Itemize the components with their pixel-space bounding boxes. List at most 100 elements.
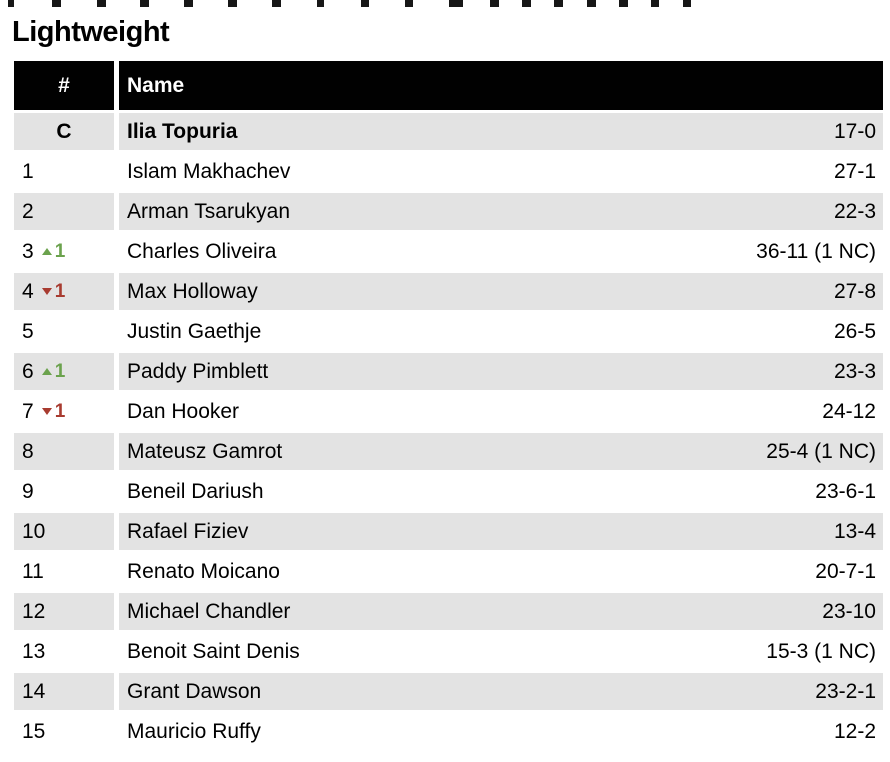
rank-number: 6: [22, 359, 34, 383]
fighter-name: Ilia Topuria: [127, 119, 238, 143]
rank-cell: 3 1: [14, 233, 114, 270]
fighter-record: 17-0: [833, 119, 876, 143]
fighter-record: 36-11 (1 NC): [756, 239, 876, 263]
rank-number: 8: [22, 439, 34, 463]
fighter-name: Renato Moicano: [127, 559, 280, 583]
fighter-record: 23-2-1: [815, 679, 876, 703]
clipped-text-fragment: [449, 0, 463, 7]
clipped-text-fragment: [522, 0, 531, 7]
clipped-text-fragment: [52, 0, 61, 7]
rank-cell: 9: [14, 473, 114, 510]
fighter-name: Grant Dawson: [127, 679, 262, 703]
clipped-text-fragment: [587, 0, 596, 7]
table-row: 3 1 Charles Oliveira 36-11 (1 NC): [14, 233, 883, 270]
rank-move-amount: 1: [54, 280, 66, 302]
rank-move-indicator: 1: [41, 280, 66, 303]
fighter-record: 27-1: [833, 159, 876, 183]
fighter-record: 15-3 (1 NC): [766, 639, 876, 663]
clipped-text-fragment: [683, 0, 691, 7]
fighter-record: 23-10: [822, 599, 876, 623]
rank-number: 14: [22, 679, 46, 703]
fighter-cell: Benoit Saint Denis 15-3 (1 NC): [119, 633, 883, 670]
table-row: 6 1 Paddy Pimblett 23-3: [14, 353, 883, 390]
rank-cell: 11: [14, 553, 114, 590]
rank-number: 9: [22, 479, 34, 503]
fighter-cell: Max Holloway 27-8: [119, 273, 883, 310]
fighter-cell: Renato Moicano 20-7-1: [119, 553, 883, 590]
rank-number: C: [56, 119, 72, 143]
rank-cell: 4 1: [14, 273, 114, 310]
rank-cell: 12: [14, 593, 114, 630]
rank-number: 7: [22, 399, 34, 423]
rank-cell: 15: [14, 713, 114, 750]
rank-cell: 1: [14, 153, 114, 190]
rank-number: 12: [22, 599, 46, 623]
rank-change-arrow-icon: [41, 368, 52, 375]
rankings-table: # Name C Ilia Topuria 17-0 1 Islam M: [14, 61, 883, 750]
fighter-cell: Grant Dawson 23-2-1: [119, 673, 883, 710]
clipped-content-above: [0, 0, 890, 8]
fighter-record: 12-2: [833, 719, 876, 743]
rank-move-amount: 1: [54, 240, 66, 262]
rank-cell: 10: [14, 513, 114, 550]
clipped-text-fragment: [361, 0, 369, 7]
table-row: 12 Michael Chandler 23-10: [14, 593, 883, 630]
division-title: Lightweight: [12, 16, 170, 48]
rank-number: 1: [22, 159, 34, 183]
clipped-text-fragment: [317, 0, 324, 7]
table-row: 9 Beneil Dariush 23-6-1: [14, 473, 883, 510]
fighter-cell: Rafael Fiziev 13-4: [119, 513, 883, 550]
fighter-record: 23-6-1: [815, 479, 876, 503]
fighter-cell: Islam Makhachev 27-1: [119, 153, 883, 190]
column-header-name: Name: [119, 61, 883, 110]
table-header-row: # Name: [14, 61, 883, 110]
fighter-cell: Charles Oliveira 36-11 (1 NC): [119, 233, 883, 270]
clipped-text-fragment: [228, 0, 237, 7]
table-body: C Ilia Topuria 17-0 1 Islam Makhachev 27…: [14, 113, 883, 750]
fighter-cell: Mateusz Gamrot 25-4 (1 NC): [119, 433, 883, 470]
rank-cell: 2: [14, 193, 114, 230]
clipped-text-fragment: [651, 0, 659, 7]
fighter-record: 22-3: [833, 199, 876, 223]
rank-change-arrow-icon: [41, 288, 52, 295]
fighter-record: 27-8: [833, 279, 876, 303]
fighter-record: 25-4 (1 NC): [766, 439, 876, 463]
clipped-text-fragment: [554, 0, 563, 7]
table-row: 7 1 Dan Hooker 24-12: [14, 393, 883, 430]
fighter-record: 13-4: [833, 519, 876, 543]
table-row: C Ilia Topuria 17-0: [14, 113, 883, 150]
fighter-cell: Justin Gaethje 26-5: [119, 313, 883, 350]
table-row: 5 Justin Gaethje 26-5: [14, 313, 883, 350]
fighter-record: 23-3: [833, 359, 876, 383]
fighter-name: Michael Chandler: [127, 599, 291, 623]
rank-move-amount: 1: [54, 400, 66, 422]
rank-change-arrow-icon: [41, 248, 52, 255]
fighter-record: 26-5: [833, 319, 876, 343]
clipped-text-fragment: [619, 0, 628, 7]
rank-change-arrow-icon: [41, 408, 52, 415]
rank-number: 4: [22, 279, 34, 303]
fighter-name: Paddy Pimblett: [127, 359, 269, 383]
rank-cell: 7 1: [14, 393, 114, 430]
fighter-name: Rafael Fiziev: [127, 519, 249, 543]
rank-number: 15: [22, 719, 46, 743]
table-row: 4 1 Max Holloway 27-8: [14, 273, 883, 310]
fighter-cell: Paddy Pimblett 23-3: [119, 353, 883, 390]
column-header-rank: #: [14, 61, 114, 110]
rank-cell: C: [14, 113, 114, 150]
fighter-cell: Michael Chandler 23-10: [119, 593, 883, 630]
rank-move-indicator: 1: [41, 240, 66, 263]
clipped-text-fragment: [140, 0, 149, 7]
fighter-name: Islam Makhachev: [127, 159, 291, 183]
fighter-cell: Dan Hooker 24-12: [119, 393, 883, 430]
rank-move-indicator: 1: [41, 361, 65, 383]
clipped-text-fragment: [184, 0, 193, 7]
table-row: 11 Renato Moicano 20-7-1: [14, 553, 883, 590]
fighter-name: Max Holloway: [127, 279, 258, 303]
rank-number: 11: [22, 559, 44, 583]
table-row: 10 Rafael Fiziev 13-4: [14, 513, 883, 550]
fighter-name: Mateusz Gamrot: [127, 439, 283, 463]
fighter-name: Justin Gaethje: [127, 319, 262, 343]
rank-number: 5: [22, 319, 34, 343]
fighter-name: Arman Tsarukyan: [127, 199, 291, 223]
